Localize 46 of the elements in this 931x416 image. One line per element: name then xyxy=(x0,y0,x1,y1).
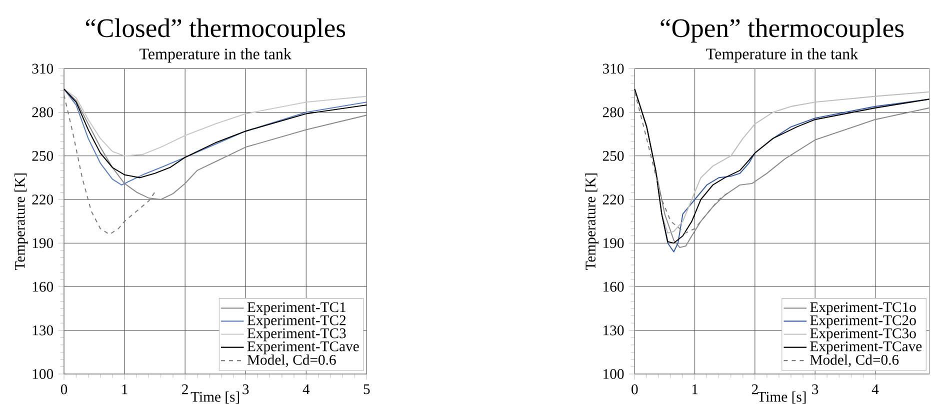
x-tick-label: 1 xyxy=(122,384,128,394)
legend-label: Experiment-TC3o xyxy=(810,328,916,342)
y-tick-label: 190 xyxy=(604,238,624,248)
chart-title: “Closed” thermocouples xyxy=(86,18,346,43)
y-tick-label: 130 xyxy=(604,325,624,336)
legend-label: Experiment-TC2o xyxy=(810,315,916,328)
x-tick-label: 5 xyxy=(364,384,370,394)
x-tick-label: 2 xyxy=(752,384,758,394)
y-tick-label: 220 xyxy=(602,194,624,204)
x-tick-label: 3 xyxy=(242,384,249,394)
y-tick-label: 310 xyxy=(32,64,54,74)
chart-subtitle: Temperature in the tank xyxy=(140,48,292,63)
y-tick-label: 280 xyxy=(602,107,624,118)
legend-label: Model, Cd=0.6 xyxy=(810,354,899,367)
y-tick-label: 310 xyxy=(602,64,624,74)
x-tick-label: 4 xyxy=(302,384,310,394)
legend-label: Experiment-TCave xyxy=(247,341,359,354)
x-axis-title: Time [s] xyxy=(190,391,240,404)
legend-label: Experiment-TC1 xyxy=(247,302,346,316)
legend-label: Experiment-TC3 xyxy=(247,328,346,342)
x-tick-label: 3 xyxy=(812,384,818,394)
y-tick-label: 130 xyxy=(32,325,54,336)
y-axis-title: Temperature [K] xyxy=(14,173,28,270)
x-tick-label: 1 xyxy=(692,384,698,394)
x-tick-label: 4 xyxy=(872,384,879,394)
y-tick-label: 100 xyxy=(32,369,54,379)
x-tick-label: 0 xyxy=(632,384,638,394)
y-axis-title: Temperature [K] xyxy=(585,173,598,270)
x-axis-title: Time [s] xyxy=(757,391,806,404)
legend-label: Model, Cd=0.6 xyxy=(247,354,336,367)
chart-subtitle: Temperature in the tank xyxy=(706,48,858,63)
legend-label: Experiment-TC1o xyxy=(810,302,916,316)
y-tick-label: 250 xyxy=(32,150,54,161)
x-tick-label: 2 xyxy=(182,384,188,394)
line-series xyxy=(63,88,368,156)
y-tick-label: 250 xyxy=(602,150,624,161)
y-tick-label: 190 xyxy=(32,238,54,248)
y-tick-label: 160 xyxy=(32,282,54,292)
y-tick-label: 160 xyxy=(604,282,624,292)
y-tick-label: 280 xyxy=(32,107,54,118)
legend-label: Experiment-TCave xyxy=(810,341,922,354)
chart-title: “Open” thermocouples xyxy=(660,18,904,43)
y-tick-label: 100 xyxy=(604,369,624,379)
y-tick-label: 220 xyxy=(32,194,54,204)
legend-label: Experiment-TC2 xyxy=(247,315,346,328)
x-tick-label: 0 xyxy=(60,384,68,394)
